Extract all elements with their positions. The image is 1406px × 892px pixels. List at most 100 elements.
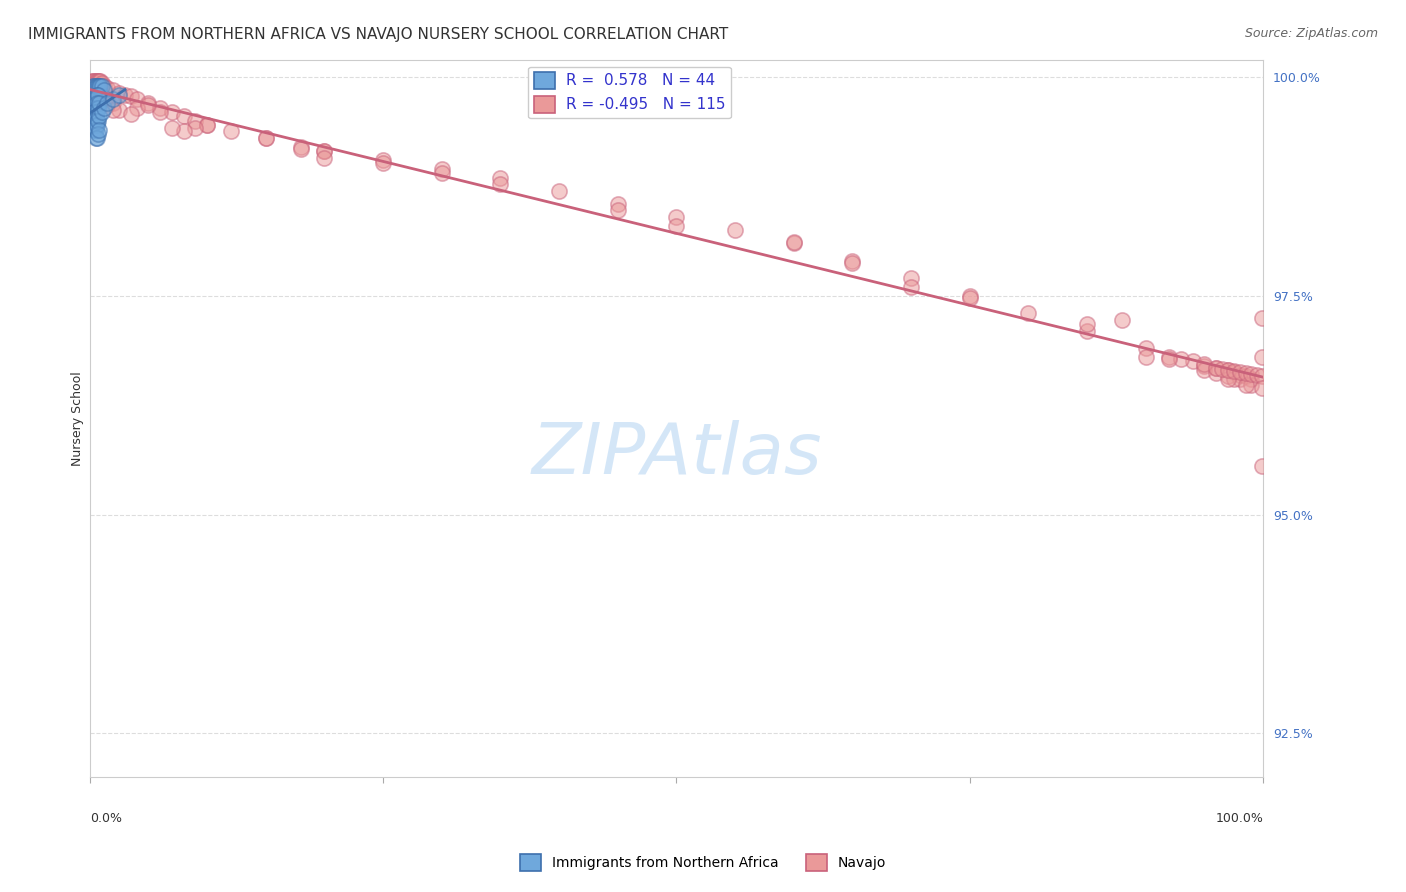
Point xyxy=(489,177,512,191)
Point xyxy=(90,105,112,120)
Point xyxy=(86,78,108,93)
Point xyxy=(138,98,160,112)
Point xyxy=(1246,368,1268,382)
Point xyxy=(1240,378,1263,392)
Point xyxy=(93,78,115,93)
Point xyxy=(149,101,172,115)
Point xyxy=(1159,350,1181,364)
Point xyxy=(1229,372,1251,386)
Point xyxy=(254,131,277,145)
Point xyxy=(83,105,105,120)
Point xyxy=(606,197,628,211)
Point xyxy=(82,78,104,93)
Point xyxy=(1234,369,1257,384)
Point xyxy=(89,74,111,88)
Point xyxy=(84,101,107,115)
Point xyxy=(103,103,125,118)
Point xyxy=(108,87,131,102)
Point xyxy=(290,140,312,154)
Point xyxy=(86,131,108,145)
Point xyxy=(87,87,110,102)
Point xyxy=(87,89,110,103)
Point xyxy=(160,120,183,135)
Point xyxy=(108,103,131,118)
Point xyxy=(103,92,125,106)
Point xyxy=(89,74,111,88)
Point xyxy=(1170,351,1192,366)
Point xyxy=(314,151,336,165)
Point xyxy=(1216,363,1239,377)
Point xyxy=(184,113,207,128)
Point xyxy=(1251,310,1274,325)
Point xyxy=(1240,367,1263,381)
Point xyxy=(1135,341,1157,355)
Point xyxy=(96,92,118,106)
Point xyxy=(89,78,111,93)
Point xyxy=(1223,364,1246,378)
Point xyxy=(314,145,336,159)
Point xyxy=(900,271,922,285)
Point xyxy=(96,96,118,111)
Point xyxy=(90,76,112,90)
Point xyxy=(1251,459,1274,474)
Point xyxy=(87,78,110,93)
Point xyxy=(83,113,105,128)
Point xyxy=(83,122,105,136)
Point xyxy=(82,110,104,124)
Point xyxy=(82,96,104,111)
Text: 0.0%: 0.0% xyxy=(90,812,122,825)
Point xyxy=(173,124,195,138)
Point xyxy=(83,105,105,120)
Point xyxy=(82,105,104,120)
Point xyxy=(254,131,277,145)
Point xyxy=(1216,372,1239,386)
Point xyxy=(1251,369,1274,384)
Point xyxy=(1251,381,1274,395)
Point xyxy=(1229,368,1251,382)
Point xyxy=(103,96,125,111)
Point xyxy=(1194,359,1216,373)
Point xyxy=(900,280,922,294)
Point xyxy=(160,105,183,120)
Point xyxy=(959,291,981,305)
Point xyxy=(82,83,104,97)
Point xyxy=(1111,313,1133,327)
Point xyxy=(219,124,242,138)
Point xyxy=(1234,366,1257,380)
Point xyxy=(783,235,806,249)
Point xyxy=(82,96,104,111)
Text: 100.0%: 100.0% xyxy=(1215,812,1263,825)
Point xyxy=(1251,350,1274,364)
Point xyxy=(84,131,107,145)
Point xyxy=(430,166,453,180)
Point xyxy=(83,78,105,93)
Point xyxy=(83,86,105,100)
Point xyxy=(173,110,195,124)
Point xyxy=(90,89,112,103)
Point xyxy=(184,120,207,135)
Point xyxy=(86,113,108,128)
Point xyxy=(665,210,688,224)
Point xyxy=(1205,360,1227,375)
Point xyxy=(87,113,110,128)
Point xyxy=(606,203,628,218)
Point xyxy=(120,89,142,103)
Point xyxy=(1076,324,1098,338)
Point xyxy=(1216,369,1239,384)
Point xyxy=(125,101,148,115)
Point xyxy=(1205,360,1227,375)
Text: Source: ZipAtlas.com: Source: ZipAtlas.com xyxy=(1244,27,1378,40)
Point xyxy=(371,153,394,168)
Point xyxy=(86,105,108,120)
Point xyxy=(1223,365,1246,379)
Point xyxy=(84,74,107,88)
Point xyxy=(83,96,105,111)
Point xyxy=(93,95,115,109)
Text: ZIPAtlas: ZIPAtlas xyxy=(531,419,821,489)
Point xyxy=(84,78,107,93)
Legend: Immigrants from Northern Africa, Navajo: Immigrants from Northern Africa, Navajo xyxy=(515,848,891,876)
Point xyxy=(114,87,136,102)
Point xyxy=(86,87,108,102)
Y-axis label: Nursery School: Nursery School xyxy=(72,371,84,466)
Point xyxy=(89,122,111,136)
